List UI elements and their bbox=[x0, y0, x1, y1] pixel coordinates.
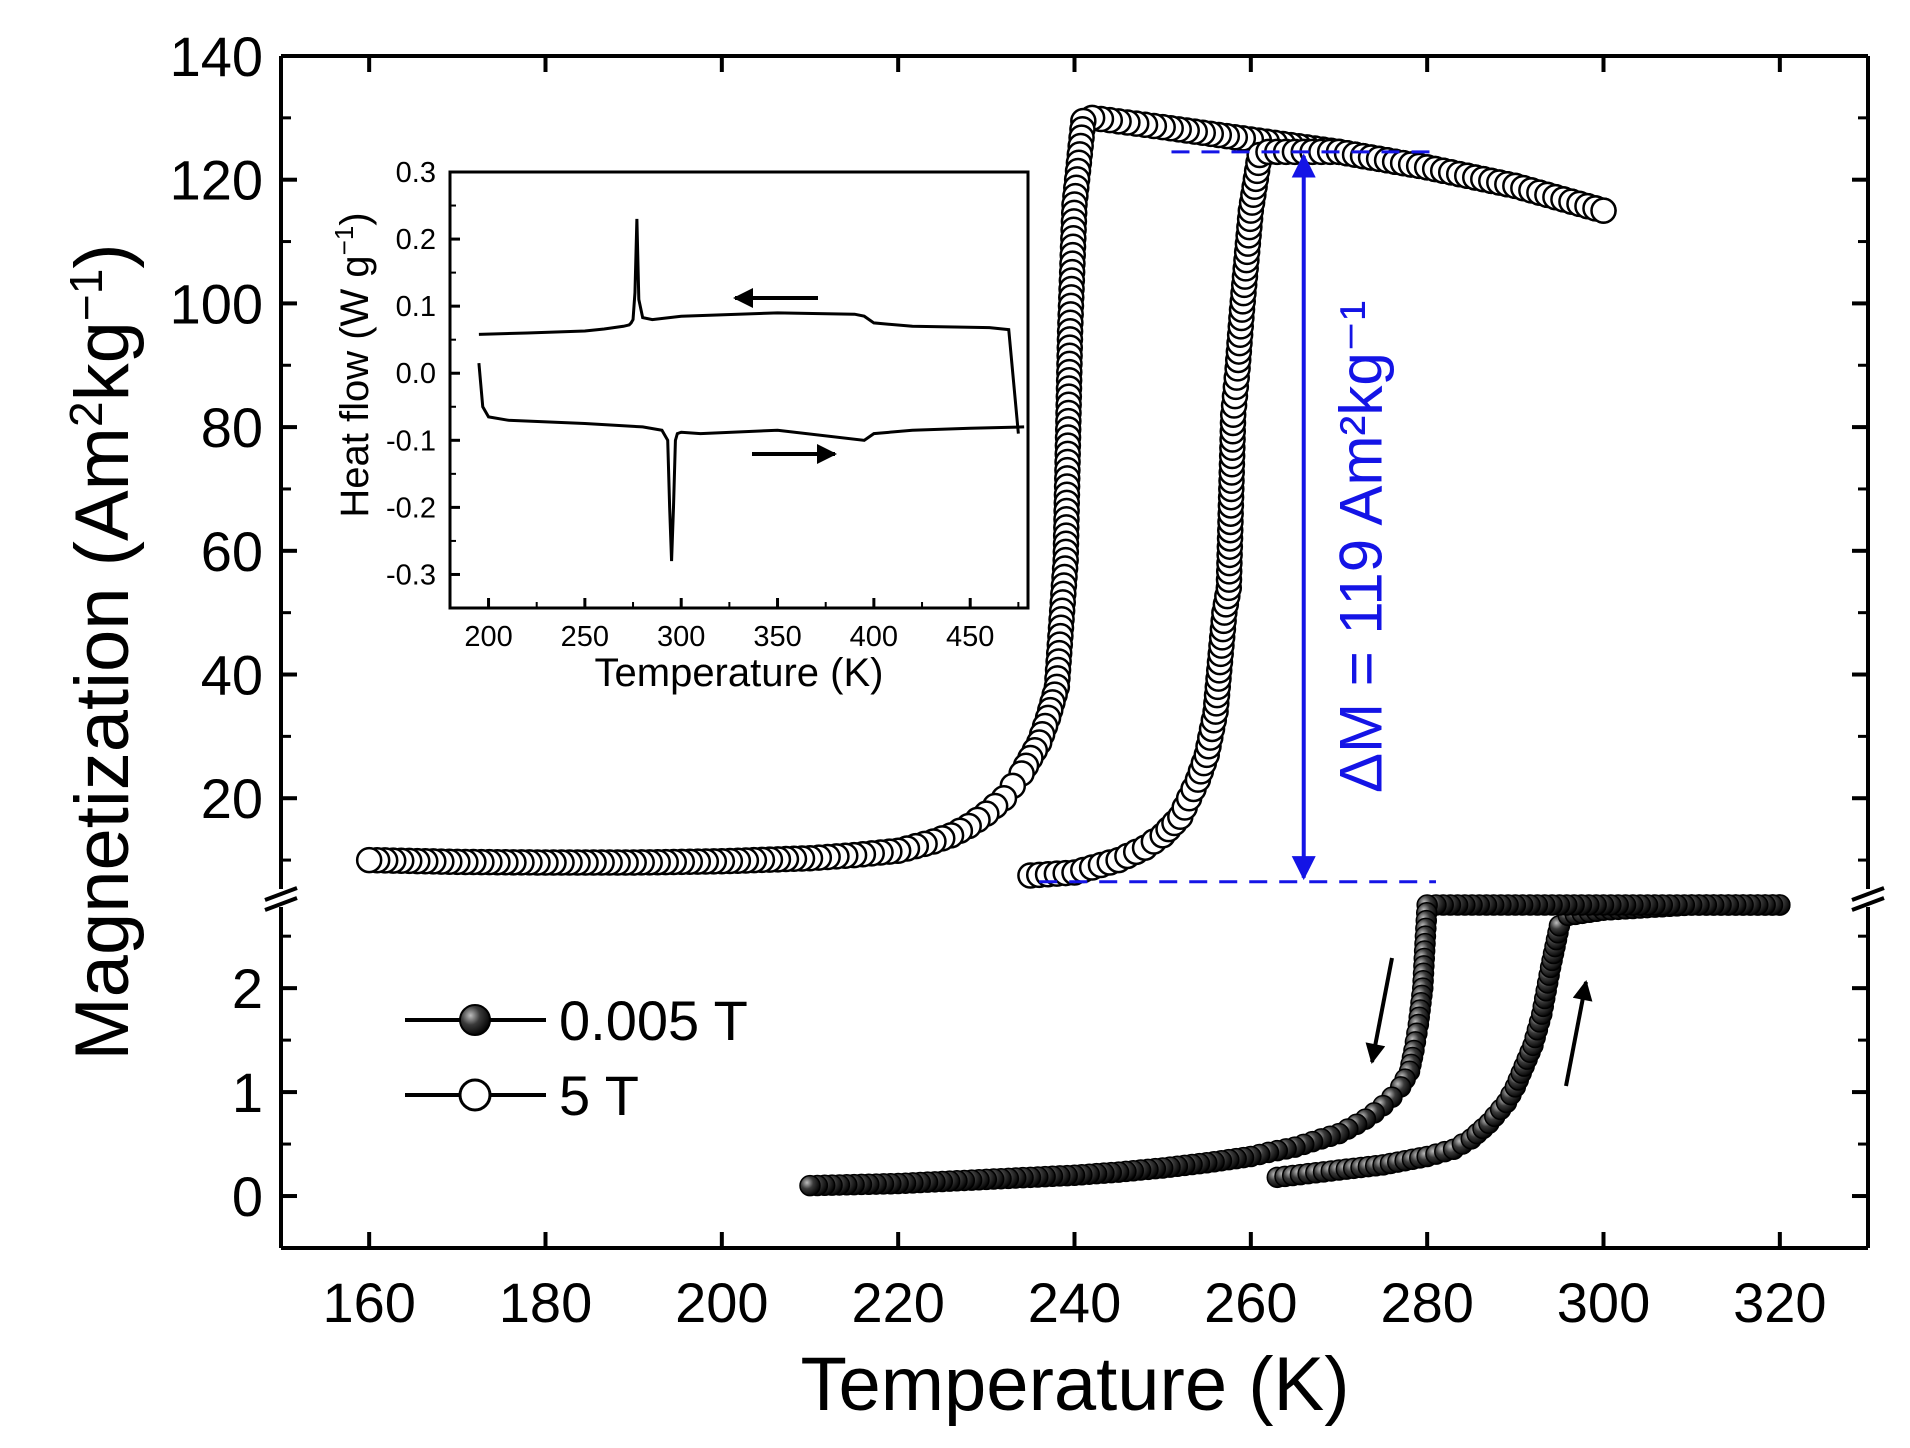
inset-cooling-curve bbox=[478, 218, 1020, 434]
delta-m-annotation: ΔM = 119 Am²kg⁻¹ bbox=[1039, 150, 1436, 884]
inset-y-title-sup: −1 bbox=[329, 226, 359, 256]
main-y-title-sup-minus1: −1 bbox=[60, 269, 112, 321]
low-field-cooling-point bbox=[799, 1174, 821, 1197]
main-x-tick-label: 240 bbox=[1028, 1271, 1121, 1334]
inset-direction-arrows bbox=[733, 288, 837, 464]
upper-y-tick-label: 100 bbox=[170, 272, 263, 335]
main-x-tick-label: 280 bbox=[1380, 1271, 1473, 1334]
main-x-tick-label: 220 bbox=[851, 1271, 944, 1334]
inset-axes: 200 250 300 350 400 450 0.3 0.2 0.1 0.0 -0.1 -0.2 -0… bbox=[386, 157, 1020, 653]
upper-y-tick-label: 20 bbox=[201, 767, 263, 830]
inset-y-tick-label: 0.1 bbox=[396, 291, 436, 323]
main-y-axis-title: Magnetization (Am2kg−1) bbox=[60, 243, 145, 1060]
cooling-direction-arrow bbox=[1365, 957, 1394, 1064]
inset-x-tick-label: 350 bbox=[753, 621, 801, 653]
main-axes: 160 180 200 220 240 260 280 300 3202040608010012… bbox=[170, 25, 1868, 1334]
upper-y-tick-label: 140 bbox=[170, 25, 263, 88]
legend-entry-5T: 5 T bbox=[405, 1064, 639, 1127]
inset-y-tick-label: 0.2 bbox=[396, 224, 436, 256]
main-y-title-magnetization: Magnetization (Am bbox=[60, 427, 145, 1061]
upper-y-tick-label: 40 bbox=[201, 644, 263, 707]
high-field-heating-point bbox=[1590, 197, 1617, 224]
upper-y-tick-label: 120 bbox=[170, 149, 263, 212]
lower-y-tick-label: 1 bbox=[232, 1061, 263, 1124]
main-x-axis-title: Temperature (K) bbox=[800, 1342, 1349, 1427]
high-field-heating-line bbox=[1030, 150, 1604, 878]
main-x-tick-label: 320 bbox=[1733, 1271, 1826, 1334]
inset-x-tick-label: 200 bbox=[464, 621, 512, 653]
main-y-title-close: ) bbox=[60, 243, 145, 268]
upper-y-tick-label: 60 bbox=[201, 520, 263, 583]
inset-x-tick-label: 250 bbox=[561, 621, 609, 653]
legend: 0.005 T 5 T bbox=[405, 989, 748, 1127]
inset-x-axis-title: Temperature (K) bbox=[595, 651, 884, 695]
inset-y-tick-label: -0.3 bbox=[386, 559, 436, 591]
main-x-tick-label: 180 bbox=[499, 1271, 592, 1334]
axis-break-left bbox=[262, 886, 300, 912]
legend-label-high-field: 5 T bbox=[559, 1064, 639, 1127]
main-y-title-sup-2: 2 bbox=[60, 401, 112, 427]
main-x-tick-label: 300 bbox=[1557, 1271, 1650, 1334]
inset-y-tick-label: 0.3 bbox=[396, 157, 436, 189]
legend-label-low-field: 0.005 T bbox=[559, 989, 748, 1052]
heating-direction-arrow bbox=[1564, 980, 1593, 1087]
axis-break-right bbox=[1849, 886, 1887, 912]
delta-m-label: ΔM = 119 Am²kg⁻¹ bbox=[1328, 301, 1395, 793]
inset-heating-curve bbox=[477, 363, 1025, 562]
inset-x-tick-label: 400 bbox=[850, 621, 898, 653]
lower-y-tick-label: 0 bbox=[232, 1165, 263, 1228]
inset-y-tick-label: -0.1 bbox=[386, 425, 436, 457]
inset-data-series bbox=[477, 218, 1025, 562]
inset-dsc-plot: 200 250 300 350 400 450 0.3 0.2 0.1 0.0 -0.1 -0.2 -0… bbox=[329, 157, 1030, 695]
inset-x-tick-label: 450 bbox=[946, 621, 994, 653]
inset-y-title-close: ) bbox=[333, 212, 377, 225]
inset-y-tick-label: 0.0 bbox=[396, 358, 436, 390]
main-data-series bbox=[355, 104, 1791, 1197]
upper-y-tick-label: 80 bbox=[201, 396, 263, 459]
main-y-title-kg: kg bbox=[60, 321, 145, 401]
high-field-cooling-point bbox=[355, 846, 383, 874]
lower-y-tick-label: 2 bbox=[232, 957, 263, 1020]
inset-y-tick-label: -0.2 bbox=[386, 492, 436, 524]
inset-frame bbox=[448, 170, 1030, 610]
legend-entry-0.005T: 0.005 T bbox=[405, 989, 748, 1052]
main-x-tick-label: 260 bbox=[1204, 1271, 1297, 1334]
inset-y-title-main: Heat flow (W g bbox=[333, 255, 377, 517]
main-x-tick-label: 200 bbox=[675, 1271, 768, 1334]
inset-y-axis-title: Heat flow (W g−1) bbox=[329, 212, 377, 517]
inset-x-tick-label: 300 bbox=[657, 621, 705, 653]
main-x-tick-label: 160 bbox=[322, 1271, 415, 1334]
direction-arrows-lower bbox=[1365, 957, 1593, 1087]
